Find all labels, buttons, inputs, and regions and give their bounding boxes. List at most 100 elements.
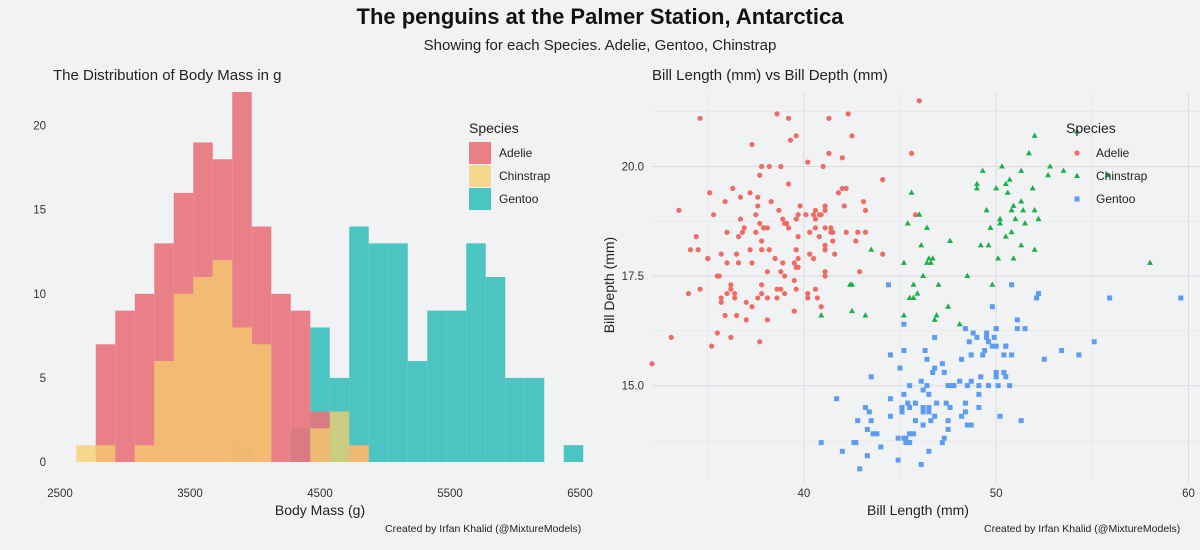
data-point <box>791 260 797 266</box>
y-tick-label: 0 <box>40 457 46 469</box>
data-point <box>776 207 782 213</box>
x-tick-label: 4500 <box>307 488 333 500</box>
data-point <box>968 422 974 428</box>
legend-swatch-adelie <box>469 142 491 164</box>
data-point <box>932 413 938 419</box>
data-point <box>739 229 745 235</box>
data-point <box>785 115 792 121</box>
data-point <box>778 269 784 275</box>
data-point <box>962 326 968 332</box>
data-point <box>925 255 932 261</box>
histogram-bar <box>368 243 389 462</box>
data-point <box>907 405 913 411</box>
histogram-bar <box>388 243 408 462</box>
histogram-series-chinstrap <box>76 260 369 462</box>
data-point <box>785 225 792 231</box>
data-point <box>1060 167 1067 173</box>
data-point <box>939 361 945 367</box>
data-point <box>1014 317 1020 323</box>
histogram-bar <box>466 243 486 462</box>
data-point <box>989 281 996 287</box>
data-point <box>728 334 734 340</box>
y-axis-label: Bill Depth (mm) <box>601 237 617 333</box>
histogram-bar <box>524 377 545 462</box>
data-point <box>935 281 942 287</box>
data-point <box>968 378 974 384</box>
data-point <box>1073 128 1080 134</box>
data-point <box>816 234 822 240</box>
data-point <box>753 229 759 235</box>
data-point <box>997 215 1004 222</box>
data-point <box>718 295 724 301</box>
legend-label: Gentoo <box>499 192 539 206</box>
data-point <box>693 234 699 240</box>
data-point <box>993 326 999 332</box>
data-point <box>810 212 817 218</box>
y-tick-label: 5 <box>40 373 46 385</box>
data-point <box>857 466 863 472</box>
histogram-title: The Distribution of Body Mass in g <box>53 67 282 84</box>
data-point <box>931 316 938 322</box>
data-point <box>910 281 917 287</box>
legend-marker-gentoo <box>1074 196 1080 202</box>
data-point <box>768 198 774 205</box>
data-point <box>929 255 936 261</box>
histogram-bar <box>115 310 135 462</box>
data-point <box>1018 418 1024 424</box>
data-point <box>916 98 922 104</box>
data-point <box>687 247 694 253</box>
data-point <box>832 251 838 257</box>
data-point <box>857 269 863 275</box>
data-point <box>910 294 917 300</box>
data-point <box>924 383 930 389</box>
data-point <box>943 400 949 406</box>
data-point <box>1018 198 1025 204</box>
data-point <box>710 212 717 218</box>
data-point <box>945 303 952 309</box>
data-point <box>912 418 918 424</box>
data-point <box>737 194 744 200</box>
main-subtitle: Showing for each Species. Adelie, Gentoo… <box>423 37 777 54</box>
data-point <box>1031 246 1038 252</box>
data-point <box>895 457 901 463</box>
data-point <box>845 111 851 117</box>
data-point <box>737 216 744 222</box>
data-point <box>966 339 972 345</box>
data-point <box>922 348 928 354</box>
histogram-bar <box>349 226 369 462</box>
data-point <box>1001 369 1007 375</box>
data-point <box>947 405 953 411</box>
data-point <box>843 185 849 192</box>
x-tick-label: 2500 <box>47 488 73 500</box>
data-point <box>1041 356 1047 362</box>
data-point <box>791 308 797 314</box>
data-point <box>722 312 728 319</box>
data-point <box>1031 132 1038 138</box>
y-tick-label: 15.0 <box>622 381 644 393</box>
data-point <box>1009 282 1015 288</box>
data-point <box>749 304 755 310</box>
x-axis-label: Body Mass (g) <box>275 502 365 518</box>
legend-label: Chinstrap <box>1096 169 1148 183</box>
data-point <box>697 115 703 121</box>
data-point <box>978 374 984 380</box>
data-point <box>956 320 963 327</box>
data-point <box>976 391 982 397</box>
data-point <box>907 383 913 389</box>
data-point <box>774 295 780 301</box>
data-point <box>695 247 701 253</box>
data-point <box>774 111 780 117</box>
data-point <box>764 269 770 275</box>
legend-marker-adelie <box>1074 150 1080 156</box>
data-point <box>785 181 792 187</box>
data-point <box>814 295 820 301</box>
x-tick-label: 6500 <box>567 488 593 500</box>
data-point <box>968 352 974 358</box>
data-point <box>795 264 801 270</box>
data-point <box>864 453 870 459</box>
data-point <box>880 177 886 183</box>
data-point <box>907 440 913 446</box>
data-point <box>782 290 788 297</box>
data-point <box>862 405 868 411</box>
data-point <box>820 163 826 170</box>
